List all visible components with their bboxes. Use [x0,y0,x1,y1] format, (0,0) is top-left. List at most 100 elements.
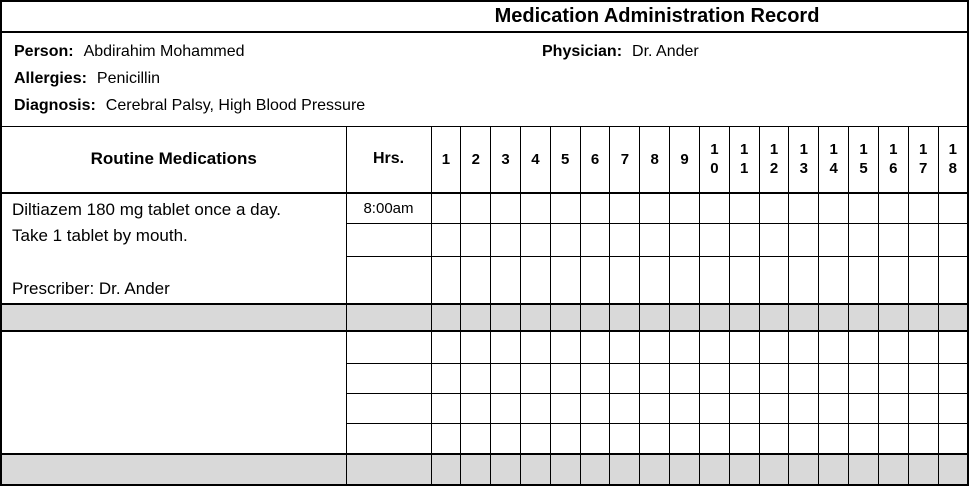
hour-cell [639,191,671,225]
hour-cell [609,255,641,305]
hour-cell [848,393,879,424]
hour-cell [579,423,611,454]
hour-cell [788,393,820,424]
hour-cell [639,330,671,364]
hour-cell [788,330,820,364]
hour-cell [788,223,820,257]
hour-cell [549,363,581,394]
hour-cell [549,330,581,364]
hour-cell [460,393,492,424]
hour-cell [728,330,760,364]
hour-cell [818,363,850,394]
hour-cell [430,330,462,364]
medication-description-line: Take 1 tablet by mouth. [12,226,188,245]
person-value: Abdirahim Mohammed [83,43,245,60]
allergies-value: Penicillin [96,70,161,87]
hour-cell [519,223,551,257]
hour-cell [698,363,730,394]
hour-cell [549,223,581,257]
hour-cell [758,330,790,364]
shaded-hour-cell [848,302,879,332]
hour-header-cell: 15 [848,126,879,194]
hour-cell [430,255,462,305]
patient-info-cell: Person: Abdirahim Mohammed Physician: Dr. … [0,31,969,127]
column-header-row: Routine Medications Hrs. 1 2 3 4 5 6 7 8 9 10 11 12… [0,126,969,194]
hour-cell [639,363,671,394]
medication-description-line [12,335,338,362]
shaded-hour-cell [549,452,581,486]
diagnosis-label: Diagnosis: [14,97,96,114]
hour-cell [848,223,879,257]
shaded-hour-cell [609,452,641,486]
hour-cell [848,191,879,225]
hour-cell [639,255,671,305]
hour-header-label: 10 [710,140,719,178]
hour-cell [907,393,939,424]
hour-cell [788,255,820,305]
shaded-hour-cell [758,452,790,486]
hour-header-label: 4 [531,150,540,168]
hour-header-cell: 9 [669,126,700,194]
hour-cell [549,423,581,454]
hour-header-cell: 17 [907,126,939,194]
hour-cell [818,191,850,225]
hour-cell [669,223,700,257]
shaded-hour-cell [490,302,521,332]
shaded-hour-cell [549,302,581,332]
hour-cell [490,393,521,424]
hour-cell [519,191,551,225]
shaded-hour-cell [460,452,492,486]
hour-header-cell: 6 [579,126,611,194]
med1-subrow-2 [1,223,969,257]
shaded-hour-cell [818,302,850,332]
hour-cell [698,223,730,257]
med1-subrow-1: Diltiazem 180 mg tablet once a day. Take… [0,191,969,304]
page-title: Medication Administration Record [494,5,820,27]
hour-cell [490,191,521,225]
shaded-med-cell [0,302,347,332]
hour-cell [937,223,969,257]
hour-cell [609,223,641,257]
hour-cell [907,255,939,305]
hour-header-label: 9 [680,150,689,168]
shaded-hour-cell [639,302,671,332]
shaded-hour-cell [490,452,521,486]
physician-label: Physician: [542,43,623,60]
hour-cell [519,393,551,424]
hour-cell [549,191,581,225]
hour-cell [490,255,521,305]
hour-cell [669,191,700,225]
hour-cell [490,363,521,394]
hour-cell [669,423,700,454]
hour-header-label: 14 [829,140,838,178]
shaded-hour-cell [639,452,671,486]
hour-header-cell: 10 [698,126,730,194]
shaded-hour-cell [788,302,820,332]
hour-cell [698,255,730,305]
hrs-time-cell [345,393,432,424]
hour-header-label: 2 [471,150,480,168]
hour-cell [579,330,611,364]
shaded-hour-cell [877,302,909,332]
hrs-time-cell [345,330,432,364]
shaded-hour-cell [609,302,641,332]
shaded-hour-cell [907,452,939,486]
hour-cell [609,191,641,225]
shaded-separator-row [0,302,969,332]
hour-header-cell: 12 [758,126,790,194]
shaded-hour-cell [430,302,462,332]
hour-header-cell: 13 [788,126,820,194]
hour-cell [490,423,521,454]
medication-description-cell [0,330,347,454]
hour-cell [698,393,730,424]
hour-cell [907,330,939,364]
hour-cell [519,330,551,364]
hour-cell [848,330,879,364]
hour-cell [907,223,939,257]
shaded-hour-cell [698,302,730,332]
hour-cell [877,393,909,424]
hour-cell [669,363,700,394]
title-row: Medication Administration Record [0,0,969,33]
hour-cell [848,423,879,454]
